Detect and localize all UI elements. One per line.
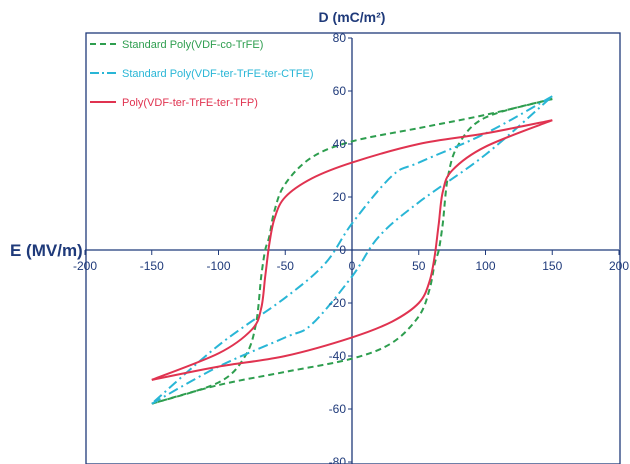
y-tick-label: -40 (329, 349, 347, 363)
x-tick-label: 50 (412, 259, 426, 273)
x-axis-title: E (MV/m) (10, 241, 83, 260)
y-tick-label: -80 (329, 455, 347, 464)
x-tick-label: -150 (140, 259, 164, 273)
series-2-branch-lower (151, 95, 553, 405)
y-tick-label: 40 (333, 137, 347, 151)
series-3-branch-lower (151, 119, 553, 381)
legend: Standard Poly(VDF-co-TrFE) Standard Poly… (90, 39, 314, 109)
y-tick-label: 80 (333, 31, 347, 45)
curves (151, 95, 553, 405)
legend-label-2: Standard Poly(VDF-ter-TrFE-ter-CTFE) (122, 68, 314, 80)
y-tick-label: -60 (329, 402, 347, 416)
y-tick-label: 60 (333, 84, 347, 98)
x-tick-label: -100 (206, 259, 230, 273)
x-tick-label: 0 (349, 259, 356, 273)
x-tick-label: 150 (542, 259, 562, 273)
y-tick-label: 20 (333, 190, 347, 204)
y-axis-title: D (mC/m²) (319, 9, 386, 25)
plot-frame (85, 32, 621, 464)
x-tick-label: -200 (73, 259, 97, 273)
y-tick-label: -20 (329, 296, 347, 310)
y-tick-label: 0 (339, 243, 346, 257)
x-tick-label: -50 (277, 259, 295, 273)
legend-label-3: Poly(VDF-ter-TrFE-ter-TFP) (122, 97, 258, 109)
series-2-branch-upper (151, 95, 553, 405)
x-tick-label: 200 (609, 259, 629, 273)
series-3-branch-upper (151, 119, 553, 381)
legend-label-1: Standard Poly(VDF-co-TrFE) (122, 39, 263, 51)
tick-labels: -200 -150 -100 -50 0 50 100 150 200 80 60 40 20 -20 -4… (73, 31, 629, 464)
x-tick-label: 100 (475, 259, 495, 273)
